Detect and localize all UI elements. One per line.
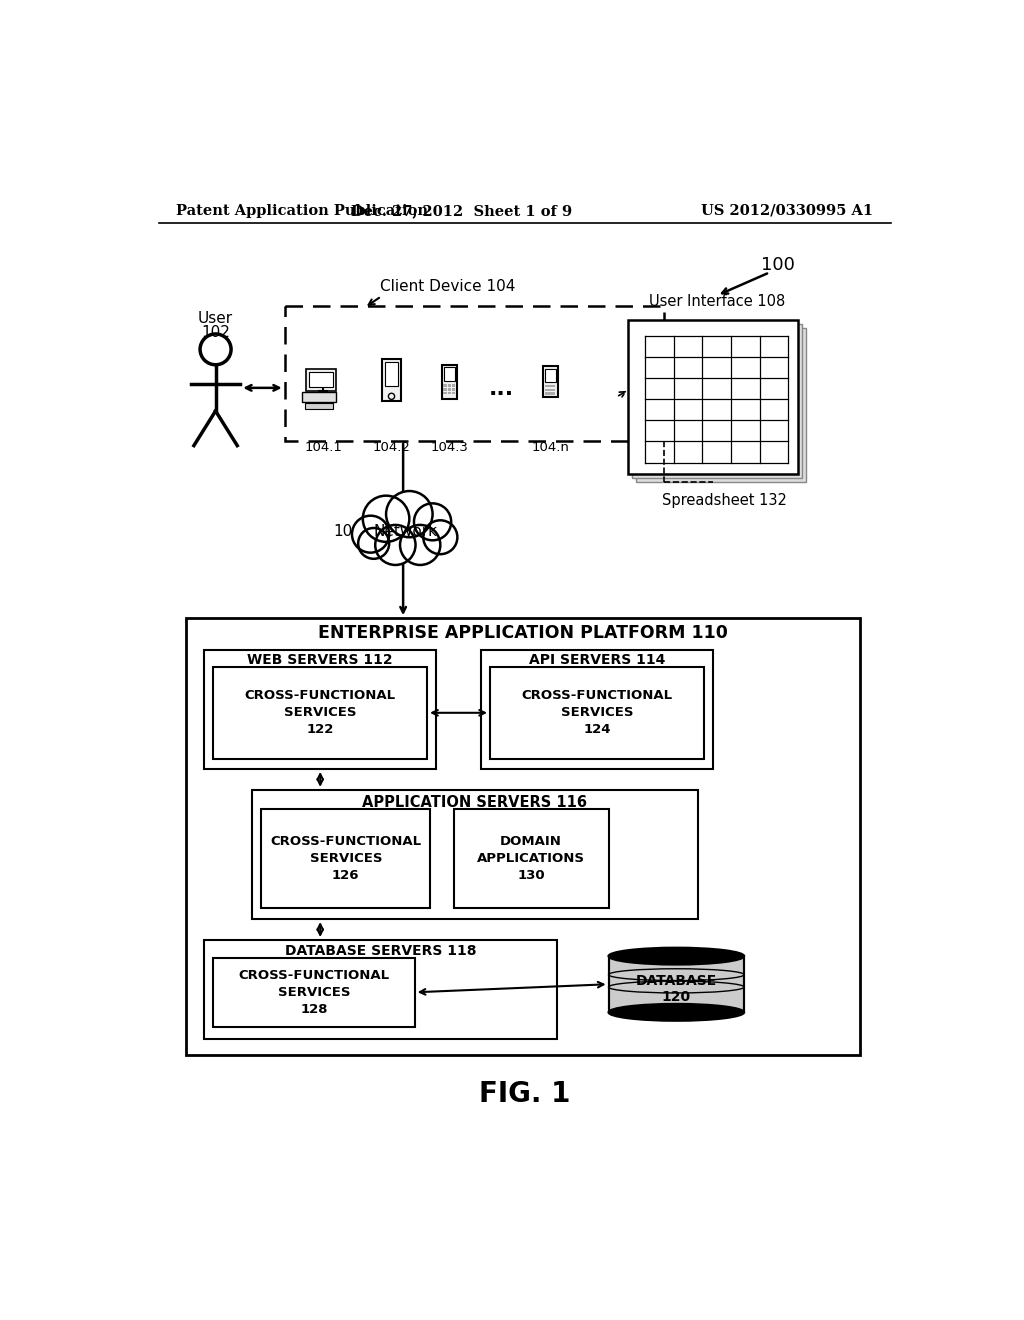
Bar — [204, 940, 557, 1039]
Bar — [543, 367, 558, 397]
Text: 104.3: 104.3 — [431, 441, 469, 454]
Bar — [443, 388, 446, 391]
Text: Dec. 27, 2012  Sheet 1 of 9: Dec. 27, 2012 Sheet 1 of 9 — [350, 203, 571, 218]
Bar — [447, 388, 451, 391]
Bar — [442, 364, 458, 400]
Text: CROSS-FUNCTIONAL
SERVICES
122: CROSS-FUNCTIONAL SERVICES 122 — [245, 689, 395, 737]
Circle shape — [423, 520, 458, 554]
Bar — [552, 388, 555, 391]
Text: Network: Network — [374, 524, 437, 540]
Bar — [549, 388, 552, 391]
Bar — [545, 388, 548, 391]
Text: API SERVERS 114: API SERVERS 114 — [528, 653, 665, 668]
Text: 104.n: 104.n — [531, 441, 569, 454]
Bar — [552, 385, 555, 388]
Bar — [306, 370, 336, 391]
Text: US 2012/0330995 A1: US 2012/0330995 A1 — [701, 203, 873, 218]
Bar — [305, 404, 333, 409]
Text: User Interface 108: User Interface 108 — [649, 294, 785, 309]
Circle shape — [400, 525, 440, 565]
Ellipse shape — [608, 948, 744, 965]
Ellipse shape — [608, 1003, 744, 1020]
Bar — [552, 392, 555, 395]
Text: 104.1: 104.1 — [304, 441, 342, 454]
Text: ENTERPRISE APPLICATION PLATFORM 110: ENTERPRISE APPLICATION PLATFORM 110 — [318, 624, 728, 643]
Bar — [385, 363, 398, 385]
Circle shape — [375, 525, 416, 565]
Bar — [443, 384, 446, 387]
Text: CROSS-FUNCTIONAL
SERVICES
126: CROSS-FUNCTIONAL SERVICES 126 — [270, 834, 421, 882]
Bar — [309, 372, 333, 387]
Bar — [454, 809, 608, 908]
Bar — [261, 809, 430, 908]
Bar — [452, 388, 455, 391]
Bar — [204, 649, 436, 770]
Bar — [443, 392, 446, 395]
Bar — [480, 649, 713, 770]
Bar — [382, 359, 400, 401]
Bar — [636, 327, 806, 482]
Bar — [285, 306, 665, 441]
Text: 106: 106 — [334, 524, 362, 540]
Bar — [444, 367, 455, 381]
Bar — [252, 789, 697, 919]
Circle shape — [386, 491, 432, 537]
Bar — [608, 956, 744, 1012]
Bar — [549, 392, 552, 395]
Circle shape — [352, 516, 389, 553]
Bar — [549, 385, 552, 388]
Bar — [302, 392, 336, 401]
Text: CROSS-FUNCTIONAL
SERVICES
128: CROSS-FUNCTIONAL SERVICES 128 — [239, 969, 389, 1016]
Text: FIG. 1: FIG. 1 — [479, 1080, 570, 1107]
Text: DATABASE
120: DATABASE 120 — [636, 974, 717, 1005]
Circle shape — [362, 495, 410, 541]
Bar — [213, 958, 415, 1027]
Circle shape — [358, 528, 389, 558]
Bar — [447, 384, 451, 387]
Bar — [628, 321, 799, 474]
Text: 100: 100 — [761, 256, 795, 273]
Circle shape — [414, 503, 452, 540]
Text: APPLICATION SERVERS 116: APPLICATION SERVERS 116 — [362, 795, 588, 809]
Bar — [489, 667, 703, 759]
Bar — [545, 370, 556, 381]
Text: DATABASE SERVERS 118: DATABASE SERVERS 118 — [285, 944, 476, 958]
Text: 104.2: 104.2 — [373, 441, 411, 454]
Bar — [186, 618, 860, 1056]
Text: 102: 102 — [201, 325, 230, 341]
Bar — [452, 392, 455, 395]
Bar — [452, 384, 455, 387]
Bar — [545, 385, 548, 388]
Text: ...: ... — [489, 379, 514, 400]
Text: Patent Application Publication: Patent Application Publication — [176, 203, 428, 218]
Bar — [213, 667, 427, 759]
Text: Client Device 104: Client Device 104 — [380, 279, 515, 294]
Text: Spreadsheet 132: Spreadsheet 132 — [663, 494, 787, 508]
Text: WEB SERVERS 112: WEB SERVERS 112 — [248, 653, 393, 668]
Bar — [545, 392, 548, 395]
Bar — [632, 323, 802, 478]
Text: DOMAIN
APPLICATIONS
130: DOMAIN APPLICATIONS 130 — [477, 834, 585, 882]
Text: User: User — [198, 312, 233, 326]
Text: CROSS-FUNCTIONAL
SERVICES
124: CROSS-FUNCTIONAL SERVICES 124 — [521, 689, 673, 737]
Bar — [447, 392, 451, 395]
